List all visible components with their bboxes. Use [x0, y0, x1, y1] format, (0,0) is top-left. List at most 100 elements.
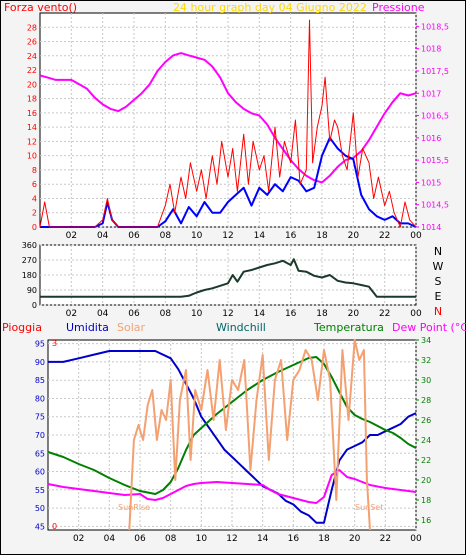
y-right-tick-label: 22	[421, 456, 431, 465]
y-left-tick-label: 20	[27, 80, 37, 89]
y-left-tick-label: 85	[35, 376, 45, 385]
x-tick-label: 20	[349, 534, 361, 544]
y-right-tick-label: 1015	[421, 178, 441, 187]
y-right-tick-label: 1015,5	[421, 156, 449, 165]
y-left-tick-label: 45	[35, 522, 45, 531]
y-right-tick-label: 1014,5	[421, 201, 449, 210]
y-right-tick-label: 32	[421, 356, 431, 365]
y-left-tick-label: 12	[27, 137, 37, 146]
y-right-tick-label: 1017,5	[421, 67, 449, 76]
x-tick-label: 02	[73, 534, 84, 544]
legend-label: Umidita	[66, 321, 109, 334]
y-right-tick-label: 1016,5	[421, 112, 449, 121]
series-line-pressure	[39, 52, 417, 184]
x-tick-label: 22	[379, 231, 390, 241]
legend-label: Temperatura	[313, 321, 384, 334]
y-right-tick-label: 1014	[421, 223, 441, 232]
y-left-tick-label: 65	[35, 449, 45, 458]
series-line-solar	[128, 339, 371, 531]
y-left-tick-label: 55	[35, 486, 45, 495]
x-tick-label: 00	[410, 309, 422, 319]
compass-label: N	[434, 305, 442, 318]
y-right-tick-label: 18	[421, 496, 431, 505]
x-tick-label: 22	[379, 309, 390, 319]
x-tick-label: 12	[222, 309, 233, 319]
panel3-legend: Pioggia Umidita Solar Windchill Temperatura D…	[2, 321, 466, 334]
compass-label: W	[433, 260, 444, 273]
sunrise-label: SunRise	[118, 503, 150, 512]
compass-label: N	[434, 245, 442, 258]
y-right-tick-label: 1018	[421, 45, 441, 54]
y-left-tick-label: 0	[32, 223, 37, 232]
x-tick-label: 14	[257, 534, 269, 544]
y-left-tick-label: 50	[35, 504, 45, 513]
y-left-tick-label: 28	[27, 23, 37, 32]
x-tick-label: 12	[222, 231, 233, 241]
x-tick-label: 00	[410, 231, 422, 241]
y-right-tick-label: 28	[421, 396, 431, 405]
pressure-label: Pressione	[372, 1, 425, 14]
y-left-tick-label: 70	[35, 431, 45, 440]
y-right-tick-label: 34	[421, 336, 431, 345]
y-left-tick-label: 360	[22, 241, 37, 250]
y-left-tick-label: 90	[27, 286, 37, 295]
x-tick-label: 10	[196, 534, 208, 544]
y-left-tick-label: 0	[32, 301, 37, 310]
y-left-tick-label: 22	[27, 66, 37, 75]
y-left-tick-label: 10	[27, 152, 37, 161]
y-right-tick-label: 20	[421, 476, 431, 485]
panel3-series	[47, 339, 417, 531]
chart-title: 24 hour graph day 04 Giugno 2022	[173, 1, 367, 14]
y-right-tick-label: 1016	[421, 134, 441, 143]
legend-label: Dew Point (°C)	[392, 321, 466, 334]
panel2-series	[40, 258, 416, 298]
legend-label: Windchill	[216, 321, 266, 334]
y-right-tick-label: 1018,5	[421, 22, 449, 31]
y-left-tick-label: 75	[35, 413, 45, 422]
x-tick-label: 10	[191, 309, 203, 319]
x-tick-label: 02	[66, 231, 77, 241]
y-right-tick-label: 30	[421, 376, 431, 385]
y-right-tick-label: 16	[421, 516, 431, 525]
panel3-grid	[48, 340, 417, 530]
y-left-tick-label: 18	[27, 95, 37, 104]
y-left-tick-label: 95	[35, 340, 45, 349]
series-line-direction	[40, 258, 416, 298]
y-left-tick-label: 90	[35, 358, 45, 367]
x-tick-label: 12	[226, 534, 237, 544]
x-tick-label: 04	[97, 309, 109, 319]
series-line-humidity	[48, 350, 417, 524]
legend-label: Pioggia	[2, 321, 42, 334]
x-tick-label: 16	[288, 534, 300, 544]
y-left-tick-label: 180	[22, 271, 37, 280]
panel1-grid	[40, 13, 417, 228]
x-tick-label: 06	[134, 534, 146, 544]
x-tick-label: 06	[128, 231, 140, 241]
series-line-windAvg	[40, 136, 417, 228]
series-line-temperature	[47, 356, 417, 495]
sunset-label: SunSet	[355, 503, 383, 512]
y-left-tick-label: 14	[27, 123, 37, 132]
y-left-tick-label: 60	[35, 468, 45, 477]
x-tick-label: 22	[380, 534, 391, 544]
x-tick-label: 14	[254, 231, 266, 241]
x-tick-label: 14	[254, 309, 266, 319]
x-tick-label: 04	[97, 231, 109, 241]
x-tick-label: 16	[285, 231, 297, 241]
y-left-tick-label: 4	[32, 194, 37, 203]
x-tick-label: 20	[348, 309, 360, 319]
y-left-tick-label: 80	[35, 394, 45, 403]
x-tick-label: 08	[165, 534, 177, 544]
y-left-tick-label: 24	[27, 52, 37, 61]
x-tick-label: 20	[348, 231, 360, 241]
panel2-grid	[40, 244, 417, 306]
x-tick-label: 08	[160, 309, 172, 319]
panel1-axes: 02 04 06 08 10 12 14 16 18 20 22 000246810121416182…	[27, 22, 449, 241]
x-tick-label: 04	[104, 534, 116, 544]
panel3-axes: 02 04 06 08 10 12 14 16 18 20 22 00 45 50 55 60 65 70 75 80…	[35, 336, 431, 544]
x-tick-label: 02	[66, 309, 77, 319]
y-right-tick-label: 24	[421, 436, 431, 445]
